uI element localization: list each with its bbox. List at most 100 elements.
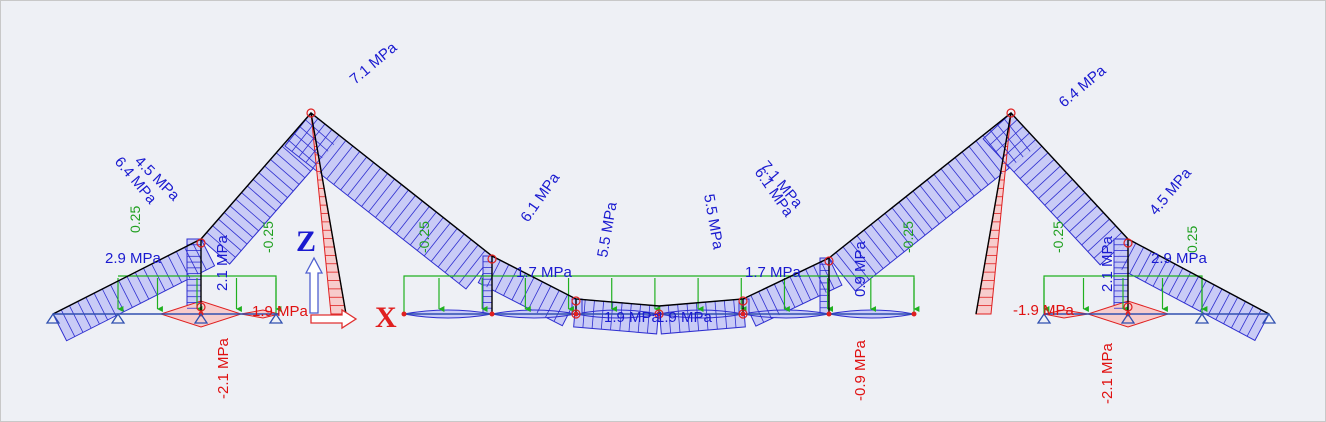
hatch-line (989, 119, 1018, 146)
stress-label: 1.7 MPa (745, 264, 802, 281)
hatch-line (264, 165, 294, 192)
hatch-line (1001, 132, 1030, 160)
support-icon (45, 312, 61, 324)
hatch-line (884, 213, 912, 247)
hatch-line (77, 301, 92, 329)
hatch-line (1062, 198, 1092, 226)
hatch-line (1129, 247, 1145, 275)
hatch-line (750, 295, 765, 323)
hatch-line (1056, 192, 1086, 219)
z-axis-label: Z (296, 225, 316, 258)
hatch-line (241, 192, 271, 218)
hatch-line (101, 288, 117, 316)
hatch-line (677, 304, 681, 333)
node (1123, 302, 1133, 312)
hatch-line (766, 287, 780, 316)
hatch-line (1238, 305, 1254, 333)
node (738, 296, 748, 306)
load-tag: 0.25 (127, 206, 143, 233)
hatch-line (167, 255, 183, 283)
hatch-line (430, 228, 458, 262)
support-icon (110, 312, 126, 324)
hatch-line (247, 185, 277, 212)
hatch-line (898, 201, 926, 236)
hatch-line (1215, 292, 1231, 320)
main-chord (52, 112, 1270, 315)
support-icon (1194, 312, 1210, 324)
stress-label: -0.9 MPa (852, 339, 869, 401)
hatch-line (218, 218, 248, 245)
hatch-line (849, 241, 877, 275)
stress-label: 6.4 MPa (1056, 62, 1110, 111)
hatch-line (975, 140, 1003, 174)
left-strut (310, 112, 347, 315)
hatch-line (1003, 118, 1031, 152)
stress-label: 2.1 MPa (1099, 235, 1116, 292)
node-dot (911, 311, 917, 317)
hatch-line (705, 302, 709, 331)
node (654, 309, 664, 319)
node-dot (489, 311, 495, 317)
hatch-line (1152, 259, 1168, 287)
hatch-line (1231, 301, 1246, 329)
node-dot (826, 311, 832, 317)
hatch-line (389, 195, 416, 229)
stress-label: 4.5 MPa (1146, 164, 1195, 218)
hatch-line (553, 294, 568, 322)
hatch-line (143, 267, 158, 296)
node-dot (656, 311, 662, 317)
hatch-line (151, 263, 166, 291)
support-icon (1120, 312, 1136, 324)
hatch-line (319, 140, 347, 174)
load-tag: -0.25 (1050, 221, 1066, 253)
load-arrows (117, 278, 1208, 312)
hatch-line (402, 206, 430, 240)
hatch-line (206, 232, 236, 258)
hatch-line (1025, 159, 1055, 186)
stress-label: 1.9 MPa (656, 309, 713, 326)
stress-label: -2.1 MPa (215, 337, 232, 399)
hatch-line (287, 139, 317, 165)
hatch-line (1019, 152, 1049, 179)
hatch-line (995, 125, 1024, 153)
hatch-line (968, 146, 996, 180)
node (1006, 108, 1016, 118)
hatch-line (312, 134, 340, 169)
support-icon (193, 312, 209, 324)
node-dot (401, 311, 407, 317)
hatch-line (235, 198, 265, 225)
hatch-line (1191, 280, 1207, 308)
hatch-line (458, 250, 486, 284)
hatch-line (1038, 172, 1067, 199)
stress-hatching (60, 118, 1262, 337)
hatch-line (933, 174, 961, 208)
hatch-line (600, 301, 605, 330)
hatch-line (789, 276, 804, 304)
compression-stress-diagram (52, 112, 1270, 342)
hatch-line (212, 225, 242, 252)
hatch-line (989, 129, 1017, 163)
stress-label: 2.9 MPa (105, 250, 162, 267)
right-strut (975, 112, 1012, 315)
hatch-line (229, 205, 259, 232)
hatch-line (519, 277, 535, 305)
hatch-line (486, 260, 501, 288)
hatch-line (835, 252, 863, 286)
hatch-line (870, 224, 898, 258)
hatch-line (891, 207, 919, 241)
hatch-line (1184, 276, 1199, 304)
stress-label: 5.5 MPa (594, 200, 621, 259)
hatch-line (947, 162, 975, 197)
hatch-line (1223, 297, 1239, 325)
hatch-line (1075, 212, 1104, 239)
hatch-line (619, 302, 623, 331)
hatch-line (340, 156, 368, 191)
node (571, 309, 581, 319)
load-tag: -0.25 (416, 221, 432, 253)
hatch-line (437, 233, 465, 268)
hatch-line (396, 200, 423, 235)
hatch-line (118, 280, 133, 308)
hatch-line (444, 239, 472, 273)
hatch-line (714, 301, 718, 330)
